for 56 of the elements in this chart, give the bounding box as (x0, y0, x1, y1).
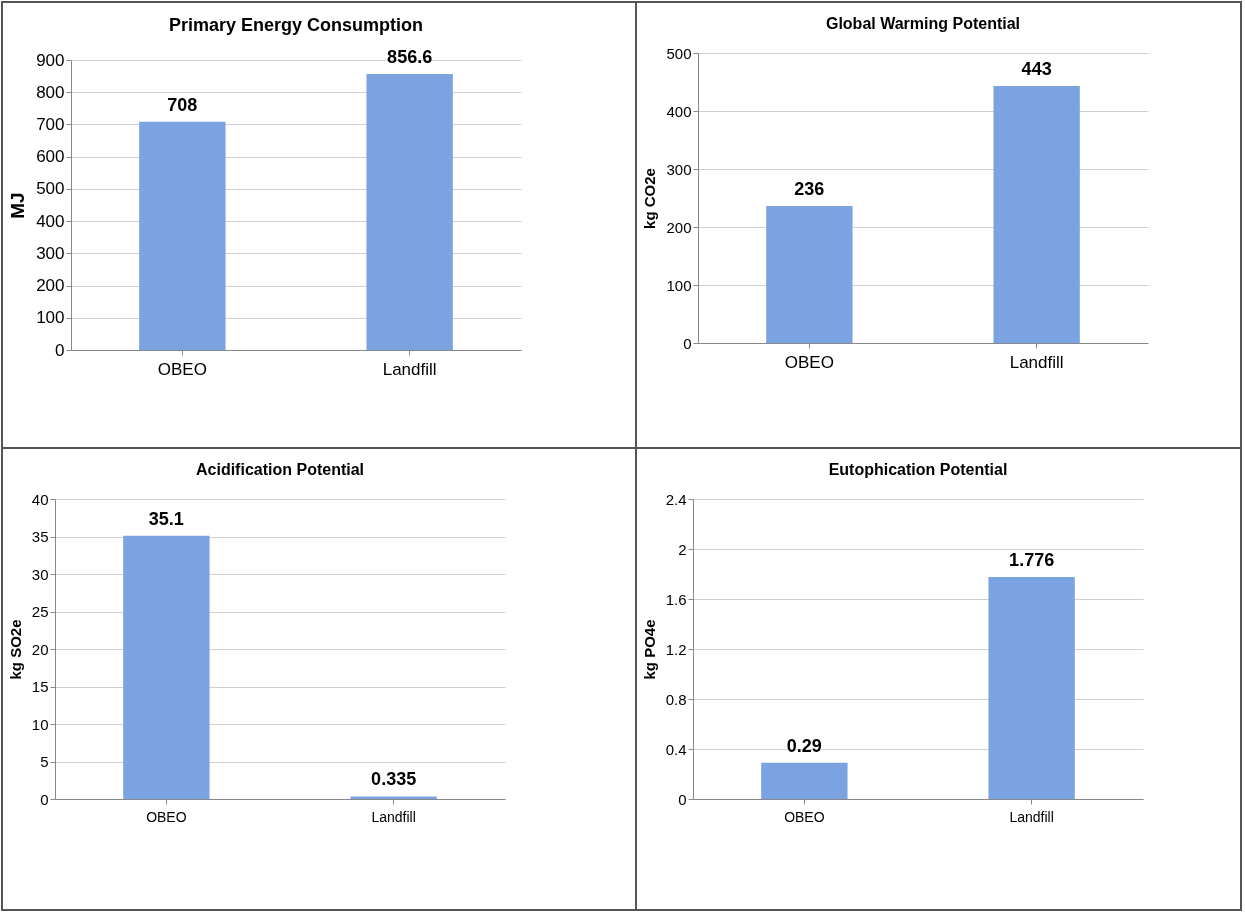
y-tick-label: 100 (36, 308, 65, 328)
y-axis-title: kg PO4e (640, 619, 658, 680)
data-label: 0.29 (786, 735, 822, 756)
y-tick-label: 0 (40, 790, 49, 808)
y-tick-label: 600 (36, 147, 65, 167)
y-tick-label: 1.6 (665, 590, 687, 608)
y-tick-label: 0.8 (665, 690, 687, 708)
y-tick-label: 400 (666, 102, 692, 120)
data-label: 1.776 (1009, 550, 1055, 570)
y-tick-label: 800 (36, 82, 65, 102)
x-tick-label: OBEO (784, 808, 825, 825)
x-tick-label: Landfill (371, 808, 416, 825)
y-tick-label: 500 (666, 44, 692, 62)
chart-title: Eutophication Potential (828, 461, 1008, 478)
y-tick-label: 500 (36, 179, 65, 199)
y-tick-label: 2.4 (665, 490, 687, 508)
y-tick-label: 100 (666, 276, 692, 294)
y-tick-label: 40 (31, 490, 49, 508)
y-tick-label: 0.4 (665, 740, 687, 758)
data-label: 443 (1021, 59, 1052, 80)
y-tick-label: 300 (666, 160, 692, 178)
y-tick-label: 700 (36, 114, 65, 134)
x-tick-label: OBEO (157, 359, 207, 379)
y-tick-label: 1.2 (665, 640, 687, 658)
chart-title: Primary Energy Consumption (168, 14, 424, 35)
y-tick-label: 200 (666, 218, 692, 236)
y-tick-label: 0 (683, 334, 692, 352)
data-label: 708 (167, 94, 198, 115)
x-tick-label: OBEO (146, 808, 187, 825)
x-tick-label: Landfill (1009, 352, 1064, 372)
data-label: 236 (794, 179, 825, 200)
data-label: 856.6 (387, 46, 433, 67)
y-axis-title: MJ (7, 192, 29, 219)
y-tick-label: 30 (31, 565, 49, 583)
y-tick-label: 35 (31, 528, 49, 545)
y-tick-label: 5 (40, 753, 49, 770)
data-label: 0.335 (371, 769, 417, 790)
y-axis-title: kg SO2e (6, 619, 24, 680)
x-tick-label: Landfill (1009, 808, 1054, 825)
chart-title: Acidification Potential (195, 461, 365, 478)
y-tick-label: 200 (36, 276, 65, 296)
data-label: 35.1 (148, 508, 184, 529)
y-tick-label: 400 (36, 211, 65, 231)
x-tick-label: Landfill (382, 359, 437, 379)
y-tick-label: 2 (678, 540, 687, 558)
x-tick-label: OBEO (784, 352, 834, 372)
y-tick-label: 0 (678, 790, 687, 808)
y-tick-label: 15 (31, 678, 49, 695)
y-tick-label: 300 (36, 243, 65, 263)
y-tick-label: 10 (31, 715, 49, 733)
y-tick-label: 25 (31, 603, 49, 620)
y-tick-label: 0 (55, 340, 65, 360)
y-tick-label: 20 (31, 640, 49, 658)
y-axis-title: kg CO2e (641, 168, 659, 229)
chart-title: Global Warming Potential (825, 15, 1021, 32)
y-tick-label: 900 (36, 50, 65, 70)
